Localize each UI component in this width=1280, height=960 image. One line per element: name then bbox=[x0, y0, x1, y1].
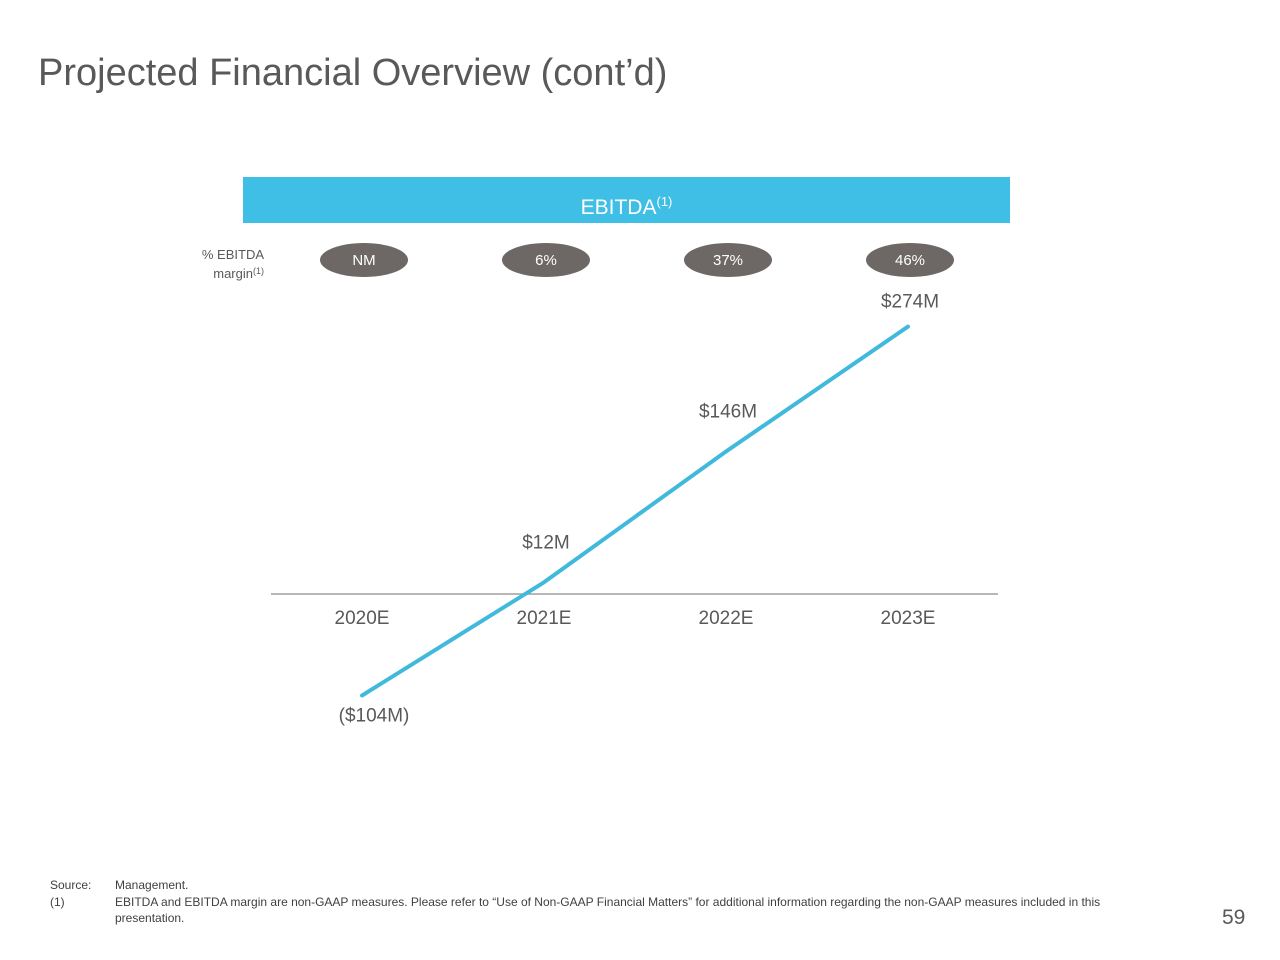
x-tick-label: 2022E bbox=[699, 608, 754, 629]
margin-value: 46% bbox=[895, 252, 925, 269]
margin-pill bbox=[866, 243, 954, 277]
margin-pill bbox=[320, 243, 408, 277]
note-text: EBITDA and EBITDA margin are non-GAAP me… bbox=[115, 895, 1101, 925]
line bbox=[360, 324, 910, 698]
data-label: ($104M) bbox=[339, 706, 410, 727]
x-tick-label: 2020E bbox=[335, 608, 390, 629]
x-tick-label: 2021E bbox=[517, 608, 572, 629]
margin-value: 6% bbox=[535, 252, 557, 269]
margin-value: 37% bbox=[713, 252, 743, 269]
chart-header: EBITDA(1) bbox=[243, 177, 1010, 223]
source-label: Source: bbox=[50, 878, 92, 892]
margin-label: % EBITDA margin(1) bbox=[180, 247, 264, 282]
data-label: $274M bbox=[881, 292, 939, 313]
margin-label-text: % EBITDA margin bbox=[201, 247, 264, 281]
margin-value: NM bbox=[352, 252, 375, 269]
margin-pill bbox=[502, 243, 590, 277]
data-label: $12M bbox=[522, 532, 570, 553]
page-number: 59 bbox=[1222, 906, 1246, 929]
x-tick-label: 2023E bbox=[881, 608, 936, 629]
chart-title: EBITDA bbox=[580, 196, 657, 219]
source-text: Management. bbox=[115, 878, 189, 892]
margin-label-note: (1) bbox=[253, 266, 264, 276]
data-label: $146M bbox=[699, 402, 757, 423]
slide-title: Projected Financial Overview (cont’d) bbox=[38, 52, 668, 94]
margin-pill bbox=[684, 243, 772, 277]
note-label: (1) bbox=[50, 895, 65, 909]
chart-title-note: (1) bbox=[656, 194, 673, 209]
